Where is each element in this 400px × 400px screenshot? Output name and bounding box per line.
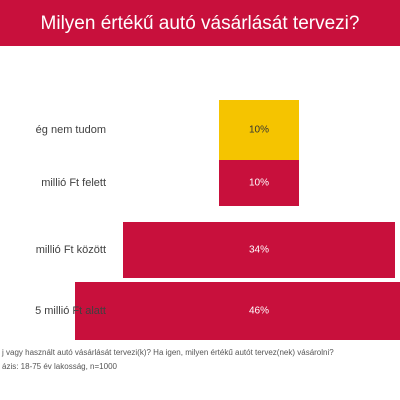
category-label: millió Ft között [36,244,106,256]
value-label: 46% [249,306,269,317]
category-label: millió Ft felett [41,177,106,189]
value-label: 10% [249,125,269,136]
footnote: j vagy használt autó vásárlását tervezi(… [1,348,334,357]
footnote: ázis: 18-75 év lakosság, n=1000 [2,362,118,371]
category-label: ég nem tudom [36,124,106,136]
chart-title: Milyen értékű autó vásárlását tervezi? [41,13,360,34]
bar [219,160,299,206]
bar [219,100,299,160]
value-label: 34% [249,245,269,256]
bar [75,282,400,340]
bar [123,222,395,278]
category-label: 5 millió Ft alatt [35,305,106,317]
title-banner [0,0,400,46]
value-label: 10% [249,178,269,189]
